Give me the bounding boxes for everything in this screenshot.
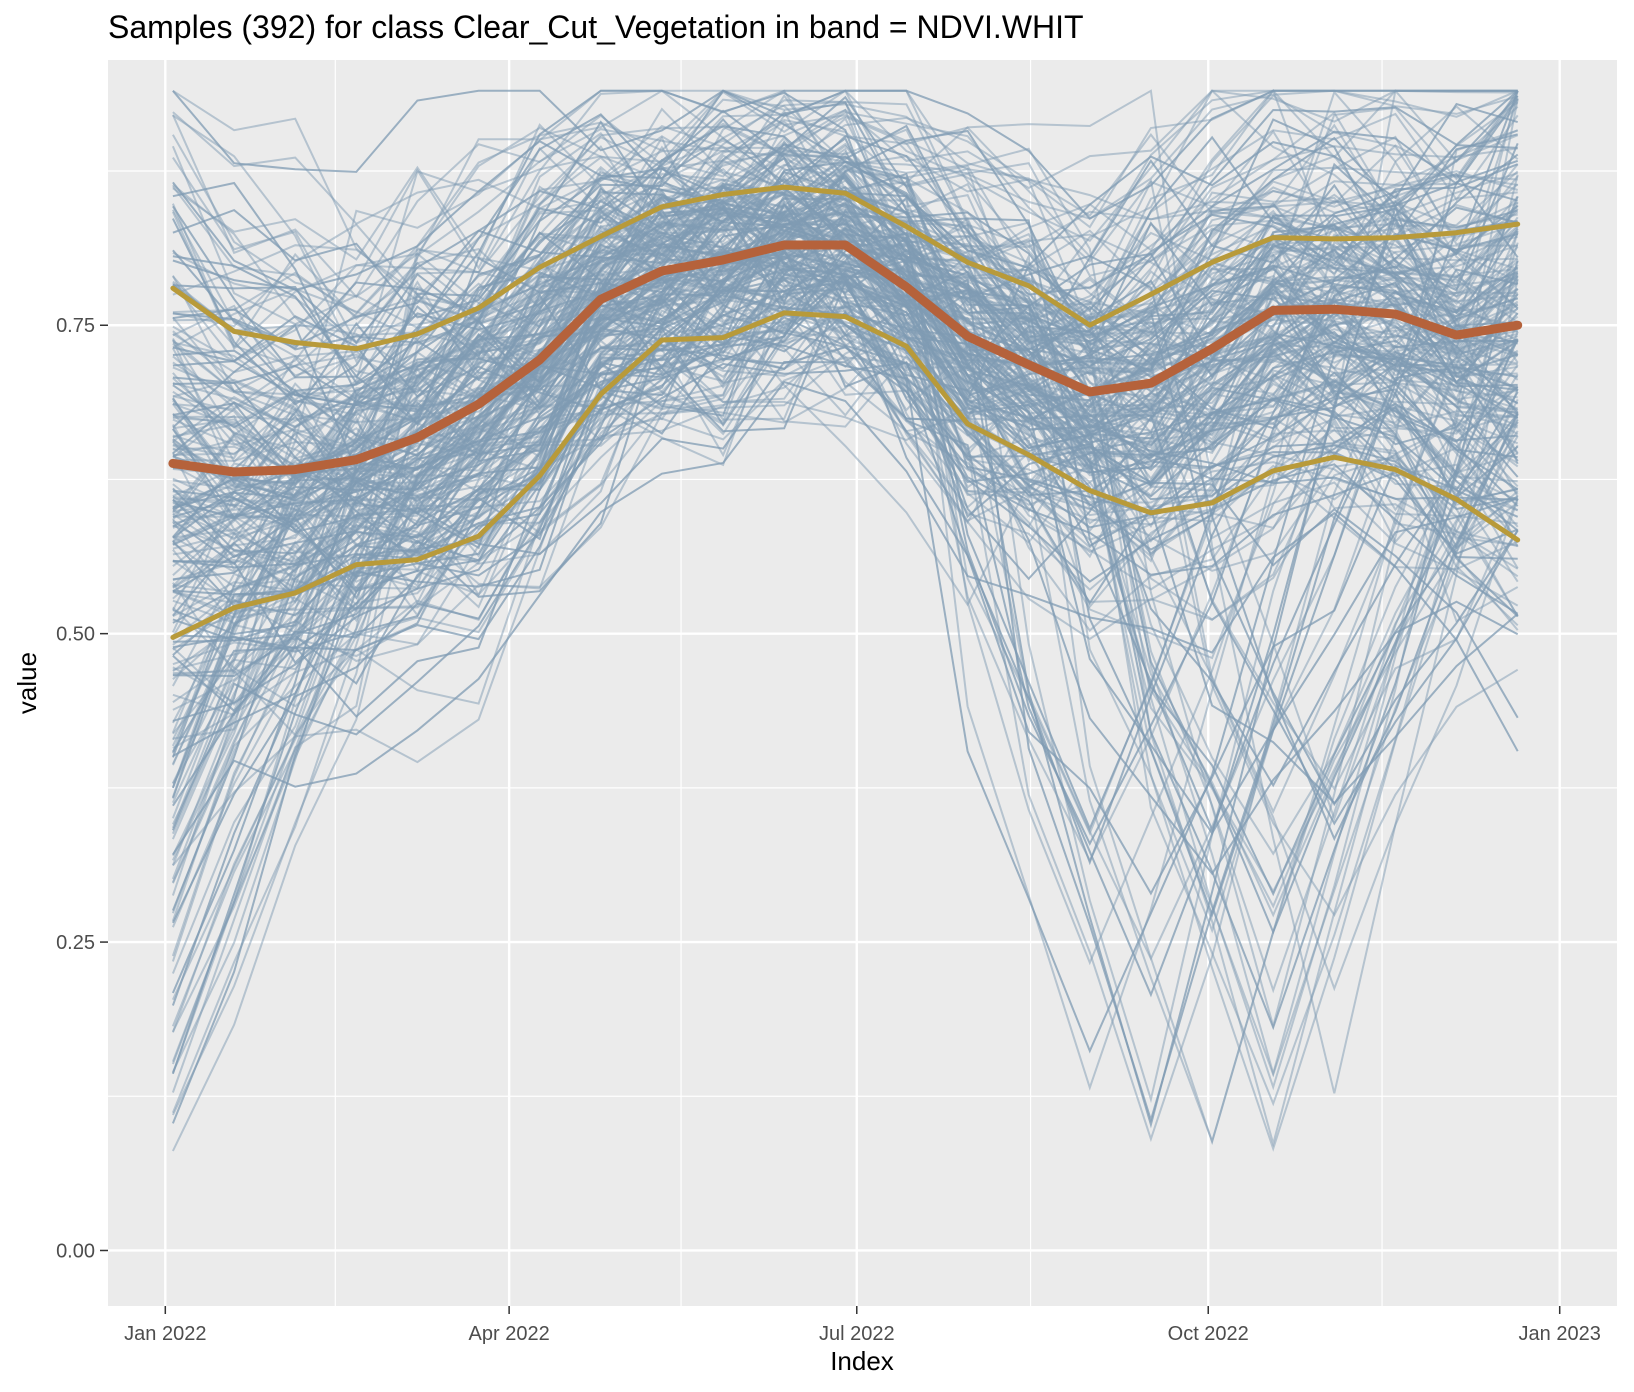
y-tick-label: 0.25 <box>56 932 95 954</box>
chart-title: Samples (392) for class Clear_Cut_Vegeta… <box>108 9 1084 45</box>
sample-line <box>172 307 1519 717</box>
sample-line <box>172 262 1518 546</box>
sample-line <box>172 281 1519 534</box>
sample-line <box>172 165 1518 489</box>
sample-line <box>172 246 1519 807</box>
sample-line <box>171 281 1519 791</box>
y-axis-title: value <box>12 652 42 714</box>
sample-line <box>172 380 1519 856</box>
sample-line <box>172 220 1518 375</box>
summary-lines <box>168 184 1523 640</box>
y-axis: 0.00 0.25 0.50 0.75 <box>56 315 108 1262</box>
sample-line <box>172 244 1519 590</box>
sample-line <box>171 203 1519 1116</box>
sample-line <box>172 316 1518 656</box>
sample-line <box>172 303 1519 737</box>
median-line <box>168 240 1523 477</box>
sample-line <box>172 305 1519 637</box>
sample-line <box>172 223 1519 1145</box>
x-axis-title: Index <box>830 1346 894 1376</box>
sample-line <box>171 202 1519 896</box>
sample-line <box>172 97 1519 393</box>
y-tick-label: 0.75 <box>56 315 95 337</box>
y-tick-label: 0.50 <box>56 624 95 646</box>
x-axis: Jan 2022 Apr 2022 Jul 2022 Oct 2022 Jan 2023 <box>124 1306 1601 1345</box>
x-tick-label: Oct 2022 <box>1168 1323 1249 1345</box>
sample-line <box>172 356 1519 749</box>
sample-line <box>171 361 1518 924</box>
sample-line <box>172 186 1519 1146</box>
sample-line <box>172 101 1519 358</box>
quantile-line <box>170 310 1521 640</box>
sample-line <box>172 109 1519 460</box>
y-tick-label: 0.00 <box>56 1240 95 1262</box>
sample-line <box>172 180 1519 511</box>
sample-line <box>172 170 1519 497</box>
sample-line <box>171 89 1519 349</box>
sample-line <box>172 160 1518 514</box>
x-tick-label: Jan 2022 <box>124 1323 206 1345</box>
sample-line <box>172 234 1518 553</box>
sample-line <box>172 129 1519 934</box>
sample-line <box>172 90 1519 333</box>
quantile-line <box>170 184 1521 352</box>
sample-line <box>172 157 1519 638</box>
sample-line <box>172 264 1518 651</box>
sample-line <box>172 268 1519 687</box>
sample-line <box>172 90 1519 346</box>
x-tick-label: Jul 2022 <box>819 1323 895 1345</box>
sample-line <box>172 164 1519 354</box>
sample-line <box>172 211 1519 490</box>
sample-line <box>172 124 1518 385</box>
x-tick-label: Jan 2023 <box>1519 1323 1601 1345</box>
sample-line <box>172 204 1519 998</box>
sample-line <box>172 321 1519 706</box>
sample-line <box>171 270 1519 917</box>
x-tick-label: Apr 2022 <box>469 1323 550 1345</box>
sample-line <box>172 88 1518 529</box>
